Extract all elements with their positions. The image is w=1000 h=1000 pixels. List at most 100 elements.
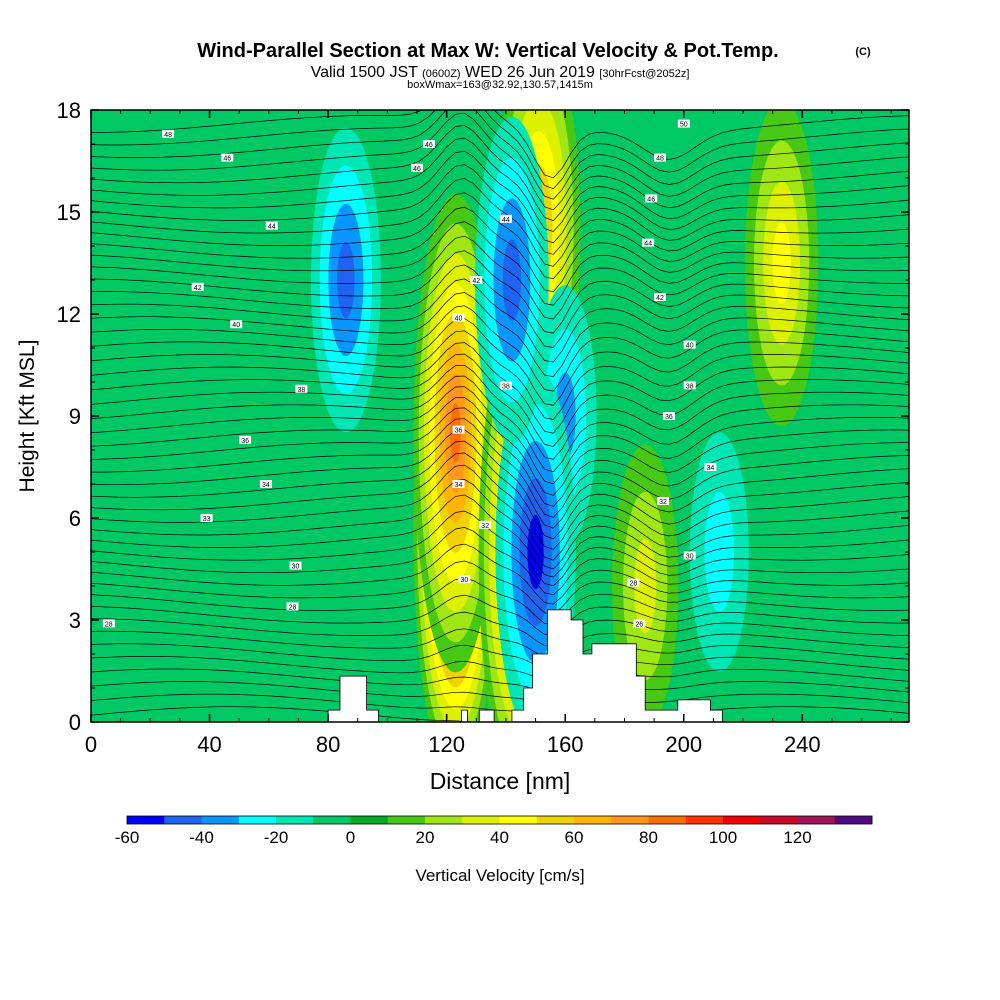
x-tick-label: 120 [428,732,465,757]
theta-contour-line [91,364,909,460]
contour-label: 32 [481,523,489,530]
contour-label: 48 [164,132,172,139]
contour-label: 36 [455,428,463,435]
colorbar-swatch [201,816,240,824]
theta-contour-line [91,137,909,232]
contour-label-box [452,425,465,434]
y-tick-label: 12 [57,302,81,327]
x-tick-label: 0 [85,732,97,757]
theta-contour-line [91,278,909,363]
theta-contour-line [91,643,909,670]
box-info: boxWmax=163@32.92,130.57,1415m [407,79,593,91]
contour-label-box [239,435,252,444]
colorbar-frame [126,815,873,825]
contour-label-box [704,463,717,471]
contour-label-box [458,575,471,584]
velocity-band [704,492,735,612]
subtitle-date: WED 26 Jun 2019 [465,64,595,81]
contour-label-box [683,340,696,349]
theta-contour-line [91,150,909,244]
theta-contour-line [91,577,909,625]
colorbar-swatch [574,816,612,824]
theta-contour-line [91,110,909,200]
contour-label-box [289,561,302,570]
colorbar-tick-label: 100 [709,828,737,847]
contour-label-box [162,129,175,138]
colorbar-swatch [425,816,463,824]
y-tick-label: 9 [69,404,81,429]
theta-contour-line [91,318,909,406]
velocity-band [634,538,657,634]
contour-label: 40 [455,315,463,322]
colorbar-tick-label: 20 [416,828,435,847]
theta-contour-line [91,206,909,293]
colorbar-swatch [797,816,836,824]
contour-label: 44 [502,217,510,224]
theta-contour-line [91,292,909,377]
theta-contour-line [91,330,909,420]
contour-label: 48 [656,156,664,163]
y-tick-label: 15 [57,200,81,225]
terrain [91,609,909,723]
contour-label-box [452,480,465,488]
theta-contour-line [91,494,909,578]
theta-contour-line [91,235,909,320]
contour-label-box [683,381,696,390]
contour-label: 40 [232,322,240,329]
contour-label-box [645,194,658,203]
contour-label: 42 [194,285,202,292]
colorbar-swatch [238,816,277,824]
contour-label-box [191,282,204,291]
x-tick-label: 200 [665,732,702,757]
contour-label-box [642,238,655,247]
contour-label: 46 [413,166,421,173]
contour-label-box [654,153,666,162]
theta-contour-line [91,418,909,518]
x-tick-label: 240 [784,732,821,757]
colorbar-swatch [536,816,575,824]
colorbar-tick-label: 120 [783,828,811,847]
contour-label: 33 [203,516,211,523]
theta-contour-line [91,668,909,693]
subtitle-utc: (0600Z) [422,68,461,80]
contour-label: 50 [680,122,688,129]
colorbar-tick-label: 80 [639,828,658,847]
x-tick-label: 160 [547,732,584,757]
theta-contour-line [91,221,909,306]
contour-label: 46 [425,142,433,149]
colorbar-tick-label: 0 [346,828,355,847]
contour-label: 46 [223,156,231,163]
contour-labels: 48 46 46 46 44 44 42 42 40 40 38 38 36 36 34 34 33 32 30 30… [102,119,717,628]
theta-contour-line [91,527,909,596]
contour-label-box [654,293,666,301]
theta-contour-line [91,543,909,605]
colorbar-swatch [760,816,798,824]
colorbar-tick-label: 60 [565,828,584,847]
colorbar-label: Vertical Velocity [cm/s] [415,866,584,885]
x-tick-label: 80 [316,732,340,757]
contour-label-box [479,520,492,529]
chart-title: Wind-Parallel Section at Max W: Vertical… [197,40,778,62]
x-tick-label: 40 [197,732,221,757]
contour-label: 34 [707,465,715,472]
theta-contour-line [91,628,909,658]
contour-label: 38 [502,383,510,390]
contour-label: 42 [472,278,480,285]
colorbar-tick-label: 40 [490,828,509,847]
y-tick-label: 18 [57,98,81,123]
theta-contour-line [91,452,909,550]
colorbar-swatch [723,816,761,824]
contour-label-box [627,578,640,587]
theta-contour-line [91,560,909,615]
theta-contour-line [91,342,909,434]
colorbar-swatch [127,816,165,824]
colorbar-swatch [350,816,389,824]
contour-label: 44 [644,241,652,248]
subtitle-forecast: [30hrFcst@2052z] [599,68,689,80]
theta-contour-line [91,396,909,496]
contour-label-box [265,221,278,230]
theta-contour-line [91,656,909,681]
theta-contours [91,110,909,722]
